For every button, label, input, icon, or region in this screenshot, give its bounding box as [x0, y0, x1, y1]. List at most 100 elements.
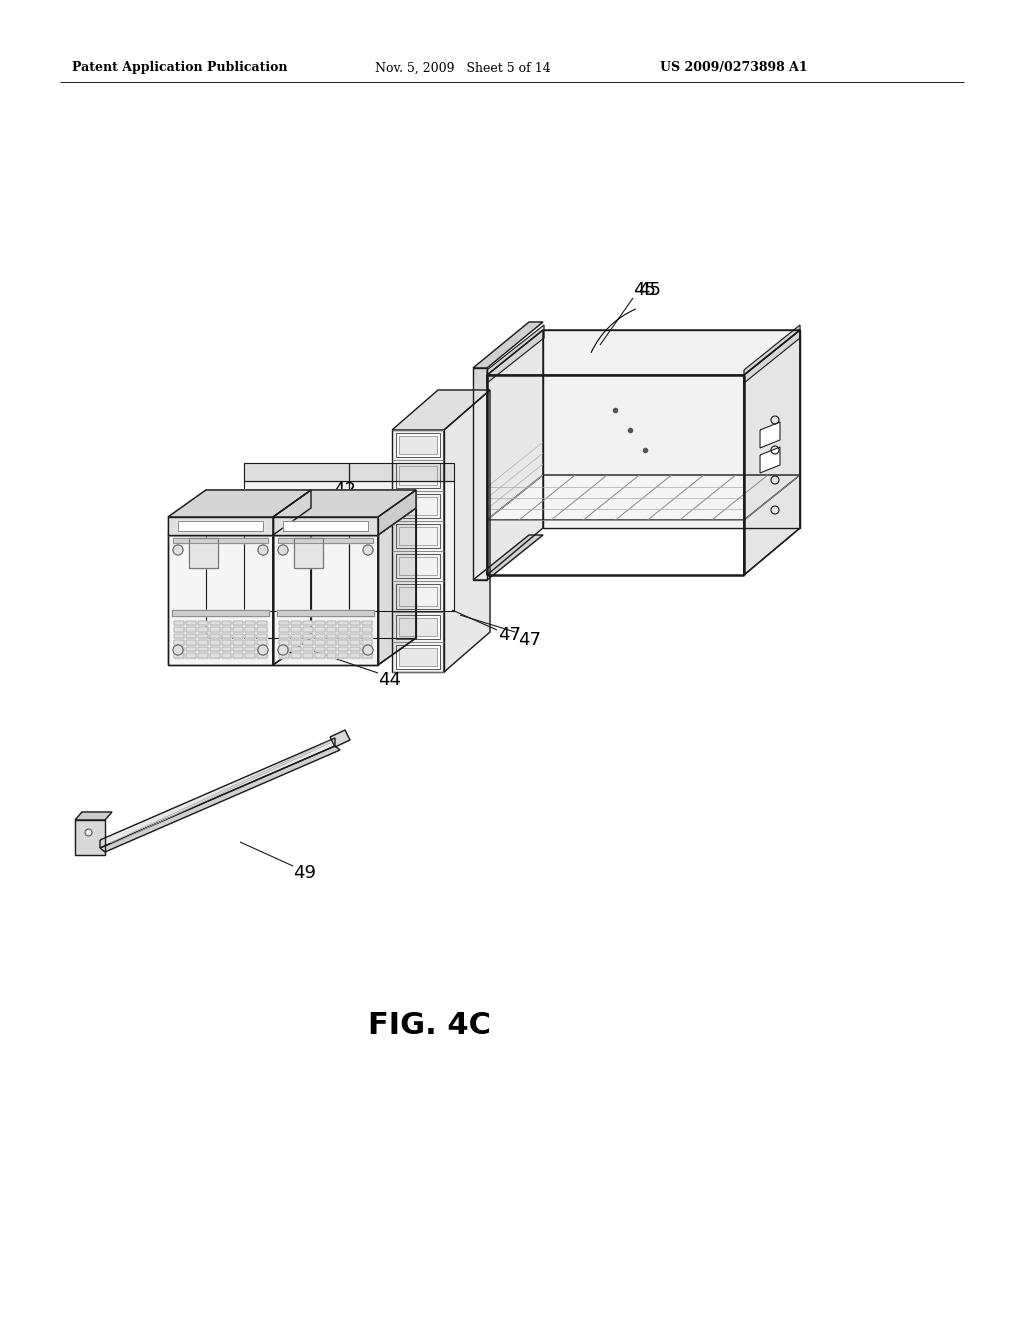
Polygon shape — [198, 653, 208, 657]
Polygon shape — [327, 647, 336, 651]
Polygon shape — [233, 620, 244, 624]
Text: 42: 42 — [334, 480, 356, 499]
Polygon shape — [303, 640, 312, 644]
Polygon shape — [279, 647, 289, 651]
Polygon shape — [279, 620, 289, 624]
Polygon shape — [186, 640, 196, 644]
Polygon shape — [186, 627, 196, 631]
Text: 47: 47 — [518, 631, 542, 649]
Polygon shape — [396, 433, 440, 457]
Polygon shape — [279, 634, 289, 638]
Polygon shape — [399, 648, 437, 667]
Polygon shape — [233, 640, 244, 644]
Polygon shape — [198, 634, 208, 638]
Circle shape — [258, 545, 268, 554]
Polygon shape — [233, 640, 244, 644]
Polygon shape — [314, 634, 325, 638]
Polygon shape — [221, 647, 231, 651]
Polygon shape — [257, 647, 267, 651]
Polygon shape — [350, 627, 360, 631]
Polygon shape — [350, 653, 360, 657]
Polygon shape — [168, 517, 273, 535]
Polygon shape — [327, 640, 336, 644]
Polygon shape — [206, 508, 311, 638]
Polygon shape — [487, 475, 800, 520]
Polygon shape — [303, 647, 312, 651]
Polygon shape — [273, 490, 311, 535]
Polygon shape — [338, 653, 348, 657]
Text: 44: 44 — [379, 671, 401, 689]
Polygon shape — [246, 640, 255, 644]
Polygon shape — [221, 653, 231, 657]
Polygon shape — [273, 508, 416, 535]
Text: FIG. 4C: FIG. 4C — [369, 1011, 492, 1040]
Polygon shape — [279, 620, 289, 624]
Polygon shape — [362, 640, 372, 644]
Polygon shape — [338, 620, 348, 624]
Polygon shape — [246, 627, 255, 631]
Polygon shape — [210, 620, 219, 624]
Polygon shape — [210, 640, 219, 644]
Polygon shape — [314, 640, 325, 644]
Polygon shape — [350, 640, 360, 644]
Polygon shape — [186, 647, 196, 651]
Polygon shape — [291, 647, 301, 651]
Polygon shape — [257, 653, 267, 657]
Polygon shape — [760, 447, 780, 473]
Polygon shape — [233, 627, 244, 631]
Polygon shape — [303, 647, 312, 651]
Polygon shape — [291, 640, 301, 644]
Polygon shape — [273, 517, 378, 535]
Polygon shape — [173, 539, 268, 543]
Polygon shape — [338, 634, 348, 638]
Polygon shape — [186, 627, 196, 631]
Polygon shape — [172, 610, 269, 615]
Polygon shape — [233, 647, 244, 651]
Polygon shape — [221, 620, 231, 624]
Polygon shape — [246, 653, 255, 657]
Polygon shape — [362, 620, 372, 624]
Polygon shape — [257, 627, 267, 631]
Polygon shape — [291, 627, 301, 631]
Polygon shape — [291, 620, 301, 624]
Polygon shape — [327, 634, 336, 638]
Polygon shape — [378, 508, 416, 665]
Polygon shape — [303, 640, 312, 644]
Polygon shape — [198, 627, 208, 631]
Circle shape — [173, 545, 183, 554]
Polygon shape — [173, 539, 268, 543]
Polygon shape — [311, 490, 416, 508]
Polygon shape — [210, 627, 219, 631]
Polygon shape — [378, 508, 416, 665]
Polygon shape — [362, 620, 372, 624]
Polygon shape — [314, 647, 325, 651]
Polygon shape — [244, 463, 349, 480]
Circle shape — [278, 645, 288, 655]
Polygon shape — [303, 634, 312, 638]
Circle shape — [258, 645, 268, 655]
Polygon shape — [257, 627, 267, 631]
Polygon shape — [314, 627, 325, 631]
Polygon shape — [314, 640, 325, 644]
Text: Patent Application Publication: Patent Application Publication — [72, 62, 288, 74]
Polygon shape — [233, 627, 244, 631]
Polygon shape — [473, 322, 543, 368]
Polygon shape — [392, 430, 444, 672]
Polygon shape — [338, 620, 348, 624]
Circle shape — [258, 545, 268, 554]
Polygon shape — [210, 653, 219, 657]
Polygon shape — [210, 627, 219, 631]
Polygon shape — [278, 539, 373, 543]
Polygon shape — [327, 653, 336, 657]
Polygon shape — [303, 653, 312, 657]
Polygon shape — [744, 330, 800, 576]
Polygon shape — [362, 640, 372, 644]
Polygon shape — [362, 647, 372, 651]
Polygon shape — [396, 615, 440, 639]
Polygon shape — [543, 330, 800, 528]
Polygon shape — [257, 653, 267, 657]
Polygon shape — [75, 820, 105, 855]
Polygon shape — [327, 640, 336, 644]
Polygon shape — [327, 620, 336, 624]
Polygon shape — [314, 653, 325, 657]
